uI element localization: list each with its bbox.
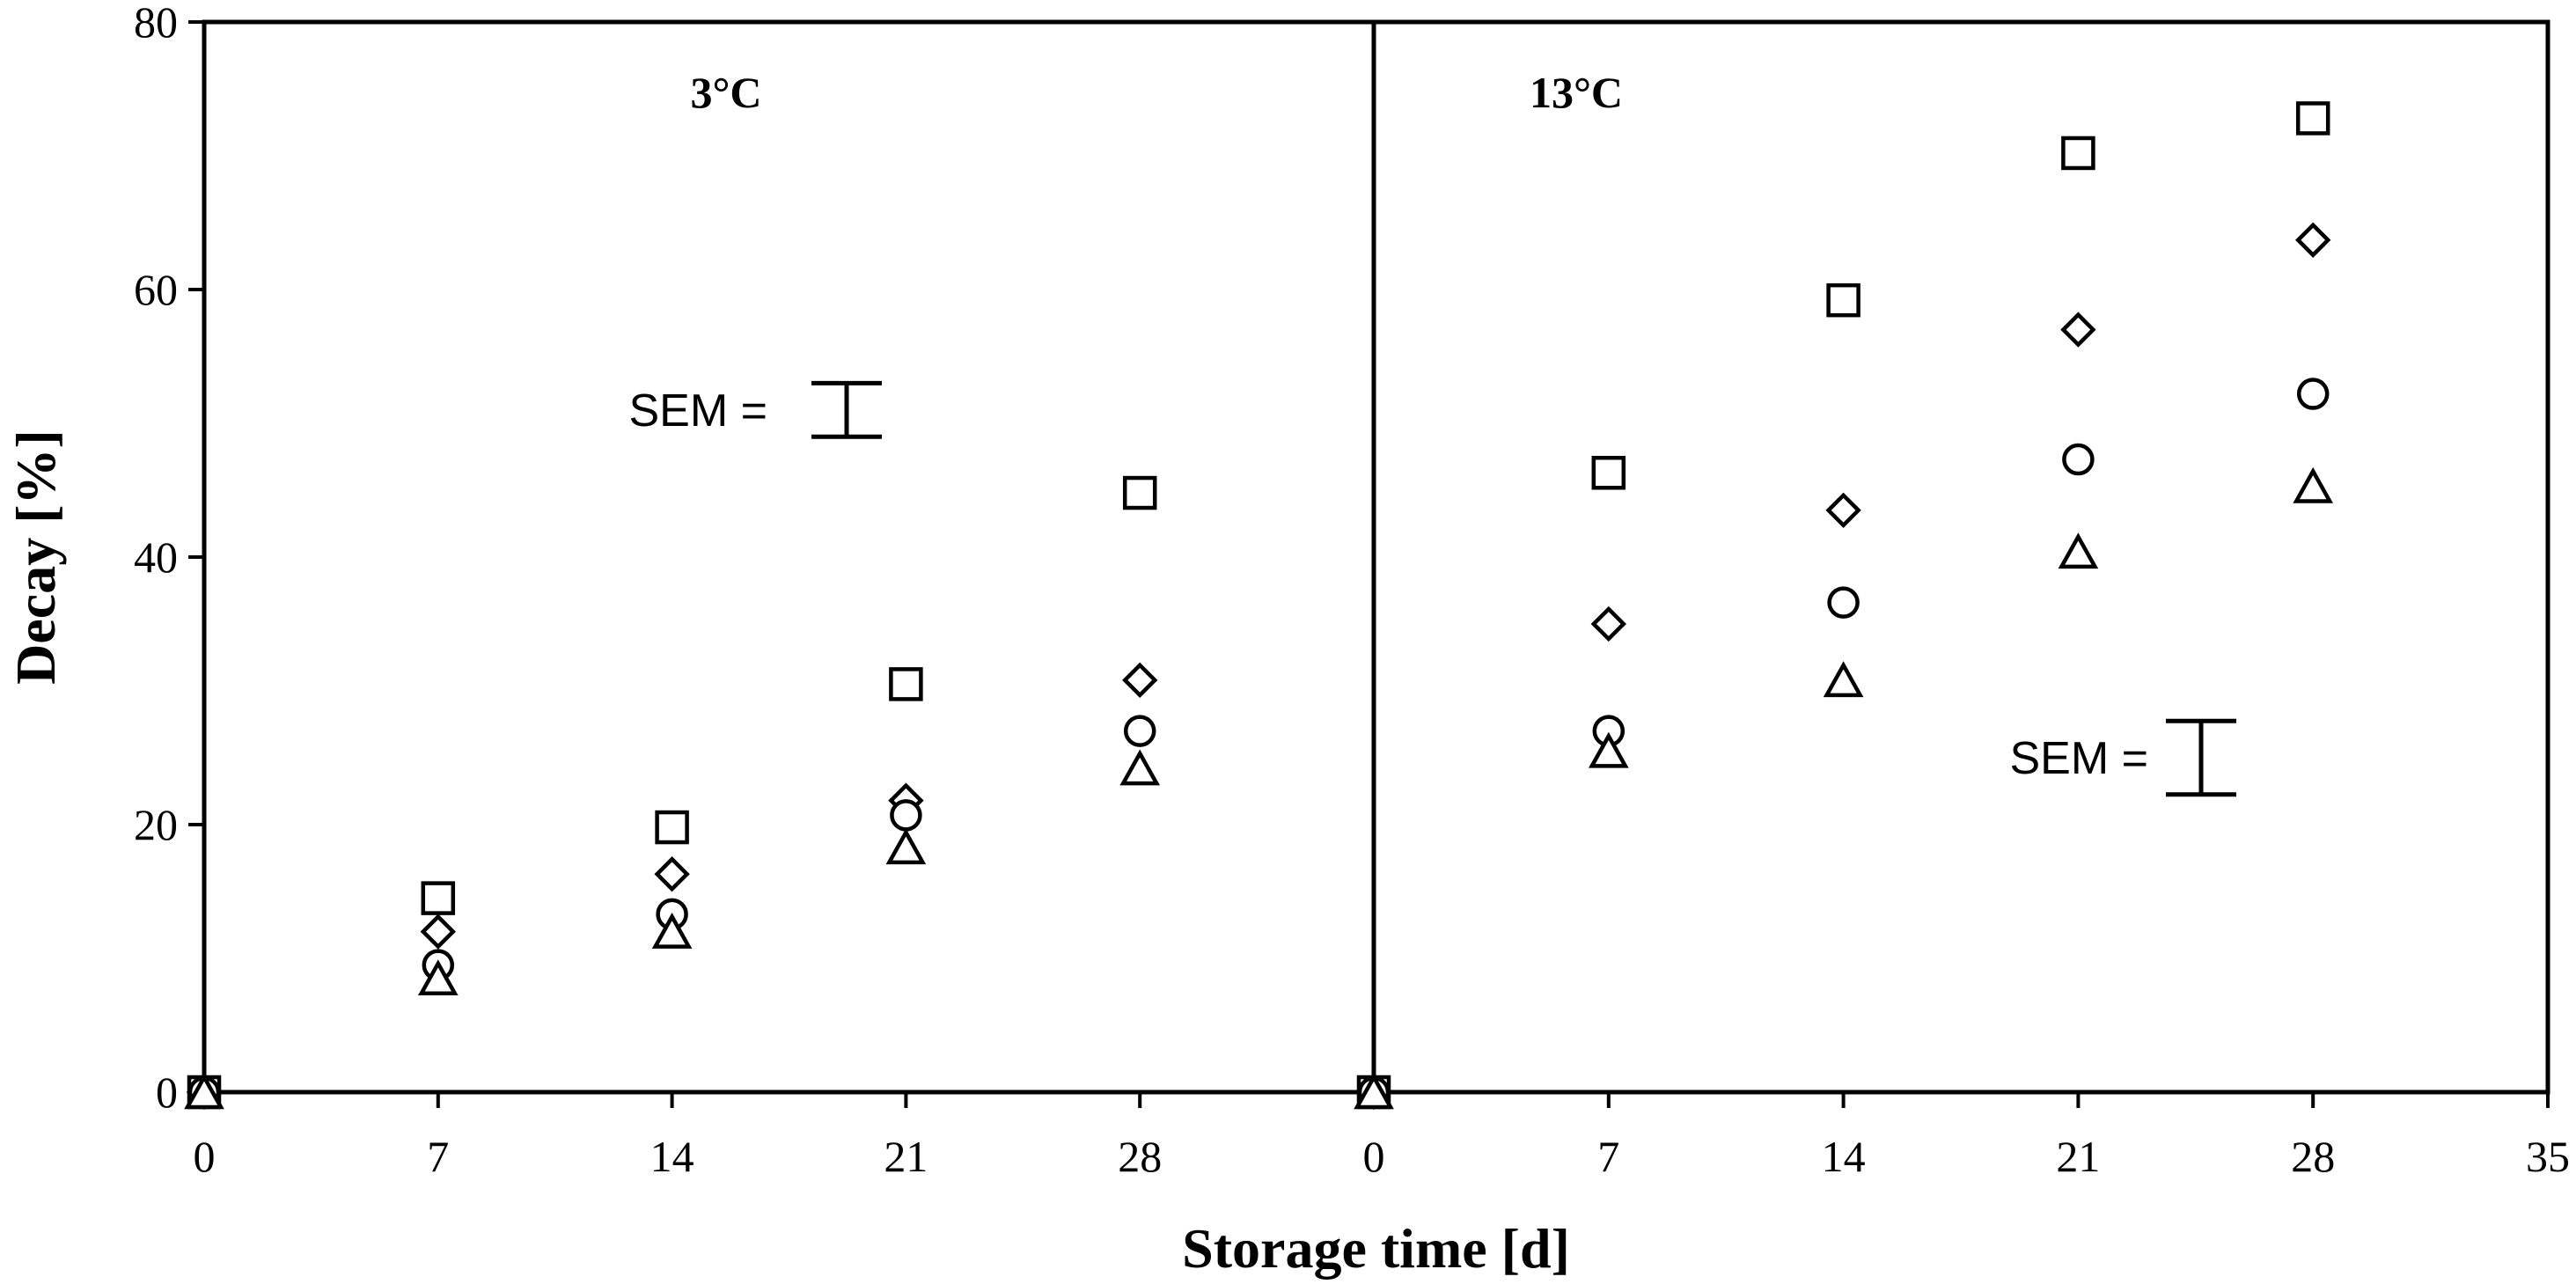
marker-triangle — [1823, 661, 1864, 698]
y-tick-label: 60 — [134, 265, 178, 314]
marker-diamond — [1825, 492, 1861, 528]
marker-diamond — [2060, 312, 2096, 348]
marker-triangle — [2293, 466, 2334, 503]
x-tick-label: 14 — [1822, 1132, 1866, 1181]
y-tick-label: 20 — [134, 800, 178, 849]
x-tick-label: 21 — [884, 1132, 928, 1181]
x-tick-label: 7 — [427, 1132, 449, 1181]
marker-diamond — [2295, 222, 2331, 258]
sem-label: SEM = — [629, 385, 768, 437]
marker-square — [1826, 282, 1860, 318]
x-tick-label: 35 — [2526, 1132, 2570, 1181]
marker-diamond — [420, 913, 456, 950]
marker-triangle — [1119, 749, 1161, 786]
sem-indicators: SEM = SEM = — [629, 380, 2236, 797]
marker-square — [421, 881, 456, 915]
x-tick-label: 0 — [1363, 1132, 1385, 1181]
marker-triangle — [1354, 1073, 1394, 1110]
x-tick-label: 28 — [2291, 1132, 2335, 1181]
x-tick-label: 14 — [650, 1132, 694, 1181]
panel-title: 13°C — [1530, 68, 1623, 117]
marker-square — [889, 667, 923, 701]
marker-circle — [1827, 586, 1860, 619]
marker-triangle — [417, 959, 459, 996]
x-tick-label: 0 — [194, 1132, 216, 1181]
marker-triangle — [651, 912, 693, 949]
axis-labels: 0 20 40 60 80 0 7 14 21 28 3°C 0 7 14 21 28 35 13°C — [134, 0, 2570, 1181]
chart-frame — [202, 19, 2550, 1095]
y-axis-title: Decay [%] — [4, 429, 67, 685]
panel-title: 3°C — [690, 68, 761, 117]
marker-circle — [890, 799, 922, 832]
x-tick-label: 28 — [1118, 1132, 1162, 1181]
axis-ticks — [188, 20, 2550, 1108]
marker-square — [2295, 101, 2330, 136]
marker-diamond — [1590, 605, 1626, 642]
y-tick-label: 0 — [156, 1068, 178, 1117]
y-tick-label: 80 — [134, 0, 178, 47]
x-tick-label: 21 — [2056, 1132, 2100, 1181]
marker-triangle — [184, 1073, 224, 1110]
x-tick-label: 7 — [1597, 1132, 1619, 1181]
marker-triangle — [1588, 731, 1629, 768]
data-markers — [184, 101, 2334, 1111]
sem-label: SEM = — [2010, 733, 2149, 784]
marker-square — [1122, 475, 1157, 510]
marker-circle — [2062, 443, 2095, 476]
y-tick-label: 40 — [134, 532, 178, 582]
marker-circle — [2296, 378, 2330, 410]
marker-diamond — [1122, 662, 1158, 699]
marker-square — [2061, 136, 2095, 171]
x-axis-title: Storage time [d] — [1182, 1217, 1570, 1280]
marker-square — [655, 810, 689, 845]
marker-triangle — [2058, 532, 2099, 569]
marker-circle — [1123, 715, 1156, 747]
marker-triangle — [885, 828, 927, 865]
marker-square — [1591, 455, 1626, 490]
marker-diamond — [654, 856, 690, 892]
